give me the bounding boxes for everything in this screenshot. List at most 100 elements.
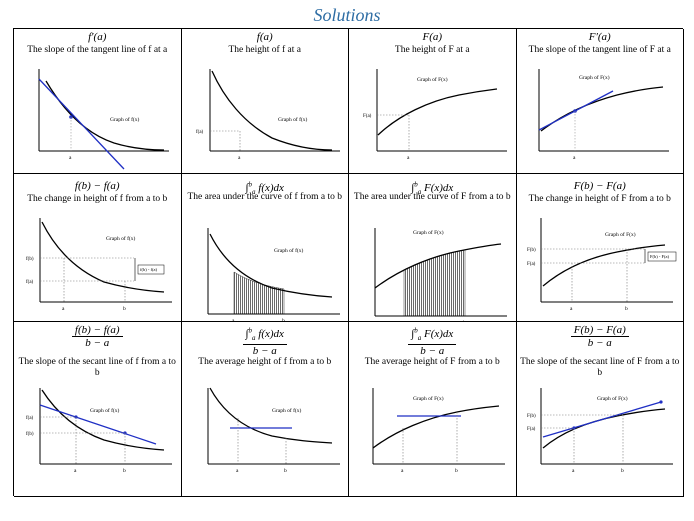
integrand: f(x)dx: [258, 181, 284, 194]
tick-a: a: [402, 320, 405, 322]
tick-a: a: [62, 306, 65, 312]
page-title: Solutions: [313, 5, 381, 25]
graph-label: Graph of F(x): [579, 74, 610, 81]
graph-label: Graph of F(x): [597, 395, 628, 402]
tick-b: b: [123, 306, 126, 312]
graph-label: Graph of F(x): [413, 229, 444, 236]
tick-b: b: [455, 468, 458, 474]
ylabel-fb: f(b): [26, 432, 34, 437]
cell-height-F: F(a) The height of F at a Graph of F(x) …: [349, 29, 517, 174]
graph: Graph of F(x) a F(a): [363, 69, 507, 161]
integrand: f(x)dx: [258, 327, 284, 340]
ylabel-fa: f(a): [26, 280, 34, 285]
upper-limit: b: [414, 326, 418, 334]
cell-header: ∫ba f(x)dx: [245, 180, 284, 196]
cell-header: ∫ba F(x)dx b − a: [349, 324, 516, 357]
tick-b: b: [625, 306, 628, 312]
cell-header: f(b) − f(a): [74, 180, 120, 192]
tick-a: a: [401, 468, 404, 474]
cell-header: f(b) − f(a) b − a: [14, 324, 181, 356]
integrand: F(x)dx: [423, 327, 454, 340]
cell-header: F(b) − F(a) b − a: [517, 324, 684, 356]
cell-integral-F: ∫ba F(x)dx The area under the curve of F…: [349, 174, 517, 322]
graph: Graph of F(x) a b: [372, 388, 505, 474]
cell-description: The average height of f from a to b: [198, 357, 332, 367]
cell-header: F(b) − F(a): [573, 180, 626, 192]
cell-description: The slope of the tangent line of F at a: [528, 45, 671, 55]
tick-a: a: [573, 155, 576, 161]
ylabel-fb: f(b): [26, 257, 34, 262]
cell-header: f(a): [256, 31, 273, 43]
tick-a: a: [232, 318, 235, 322]
cell-derivative-F: F′(a) The slope of the tangent line of F…: [516, 29, 684, 174]
cell-header: F(a): [422, 31, 443, 43]
tick-b: b: [463, 320, 466, 322]
tick-a: a: [570, 306, 573, 312]
numerator: f(b) − f(a): [71, 324, 123, 337]
cell-description: The change in height of f from a to b: [27, 194, 168, 204]
ylabel-fa: f(a): [26, 416, 34, 421]
cell-average-F: ∫ba F(x)dx b − a The average height of F …: [349, 322, 517, 497]
ylabel-Fa: F(a): [363, 114, 372, 119]
tick-a: a: [236, 468, 239, 474]
graph: Graph of f(x) a b: [207, 228, 340, 322]
tick-a: a: [74, 468, 77, 474]
tick-b: b: [621, 468, 624, 474]
cell-change-f: f(b) − f(a) The change in height of f fr…: [14, 174, 182, 322]
ylabel-Fa: F(a): [527, 262, 536, 267]
cell-description: The average height of F from a to b: [364, 357, 500, 367]
ylabel-Fb: F(b): [527, 248, 536, 253]
graph: Graph of f(x) a f(a): [196, 69, 340, 161]
tick-a: a: [407, 155, 410, 161]
ylabel-Fb: F(b): [527, 414, 536, 419]
bracket-label: f(b) - f(a): [140, 267, 157, 272]
numerator: F(b) − F(a): [570, 324, 629, 337]
lower-limit: a: [417, 333, 422, 342]
lower-limit: a: [252, 187, 256, 196]
cell-description: The slope of the tangent line of f at a: [27, 45, 168, 55]
cell-secant-f: f(b) − f(a) b − a The slope of the secant…: [14, 322, 182, 497]
tick-a: a: [572, 468, 575, 474]
tick-b: b: [282, 318, 285, 322]
graph: Graph of f(x) a b f(b) f(a) f(b) - f(a): [26, 218, 172, 312]
denominator: b − a: [252, 344, 277, 357]
denominator: b − a: [420, 344, 445, 357]
cell-description: The slope of the secant line of f from a…: [18, 357, 176, 378]
graph-label: Graph of F(x): [417, 76, 448, 83]
lower-limit: a: [252, 333, 256, 342]
cell-description: The slope of the secant line of F from a…: [520, 357, 680, 378]
cell-description: The area under the curve of f from a to …: [187, 192, 343, 202]
integrand: F(x)dx: [423, 181, 454, 194]
tick-a: a: [69, 155, 72, 161]
cell-description: The area under the curve of F from a to …: [353, 192, 511, 202]
graph-label: Graph of f(x): [274, 247, 303, 254]
tick-b: b: [123, 468, 126, 474]
area-region: [233, 271, 284, 315]
cell-description: The height of F at a: [394, 45, 470, 55]
cell-change-F: F(b) − F(a) The change in height of F fr…: [516, 174, 684, 322]
upper-limit: b: [248, 180, 253, 188]
denominator: b − a: [587, 337, 612, 349]
ylabel-Fa: F(a): [527, 427, 536, 432]
graph-label: Graph of f(x): [272, 407, 301, 414]
cell-height-f: f(a) The height of f at a Graph of f(x) …: [181, 29, 349, 174]
cell-header: ∫ba f(x)dx b − a: [182, 324, 349, 357]
denominator: b − a: [85, 337, 110, 349]
graph-label: Graph of f(x): [106, 235, 135, 242]
cell-secant-F: F(b) − F(a) b − a The slope of the secant…: [516, 322, 684, 497]
graph-label: Graph of f(x): [110, 116, 139, 123]
cell-description: The change in height of F from a to b: [528, 194, 671, 204]
graph: Graph of f(x) a b: [207, 387, 340, 474]
tangent-line: [38, 78, 125, 170]
graph: Graph of F(x) a: [538, 69, 669, 161]
cell-header: f′(a): [88, 31, 107, 43]
lower-limit: a: [417, 187, 422, 196]
bracket-label: F(b) - F(a): [650, 254, 669, 259]
graph: Graph of F(x) a b F(b) F(a): [527, 388, 673, 474]
graph: Graph of F(x) a b F(b) F(a) F(b) - F(a): [527, 218, 676, 312]
graph-label: Graph of f(x): [90, 407, 119, 414]
cell-header: F′(a): [588, 31, 611, 43]
secant-line: [542, 401, 661, 438]
tick-a: a: [238, 155, 241, 161]
solutions-table: f′(a) The slope of the tangent line of f…: [13, 28, 684, 497]
